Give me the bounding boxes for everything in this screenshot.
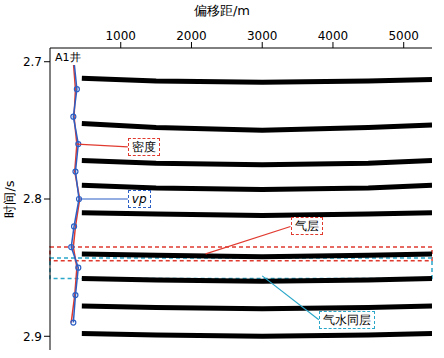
svg-text:3000: 3000 (247, 29, 278, 43)
html-text:A1井: A1井 (55, 51, 81, 64)
html-text:时间/s: 时间/s (2, 180, 17, 218)
html-text:偏移距/m: 偏移距/m (194, 3, 250, 18)
html-text:气水同层: 气水同层 (322, 312, 371, 327)
svg-text:5000: 5000 (388, 29, 419, 43)
html-text:密度: 密度 (131, 139, 156, 154)
svg-text:2000: 2000 (176, 29, 207, 43)
svg-text:2.8: 2.8 (23, 192, 42, 206)
html-text:vp: vp (131, 192, 147, 206)
svg-text:2.7: 2.7 (23, 55, 42, 69)
svg-text:1000: 1000 (105, 29, 136, 43)
svg-text:2.9: 2.9 (23, 330, 42, 344)
svg-text:4000: 4000 (318, 29, 349, 43)
html-text:气层: 气层 (294, 219, 319, 234)
